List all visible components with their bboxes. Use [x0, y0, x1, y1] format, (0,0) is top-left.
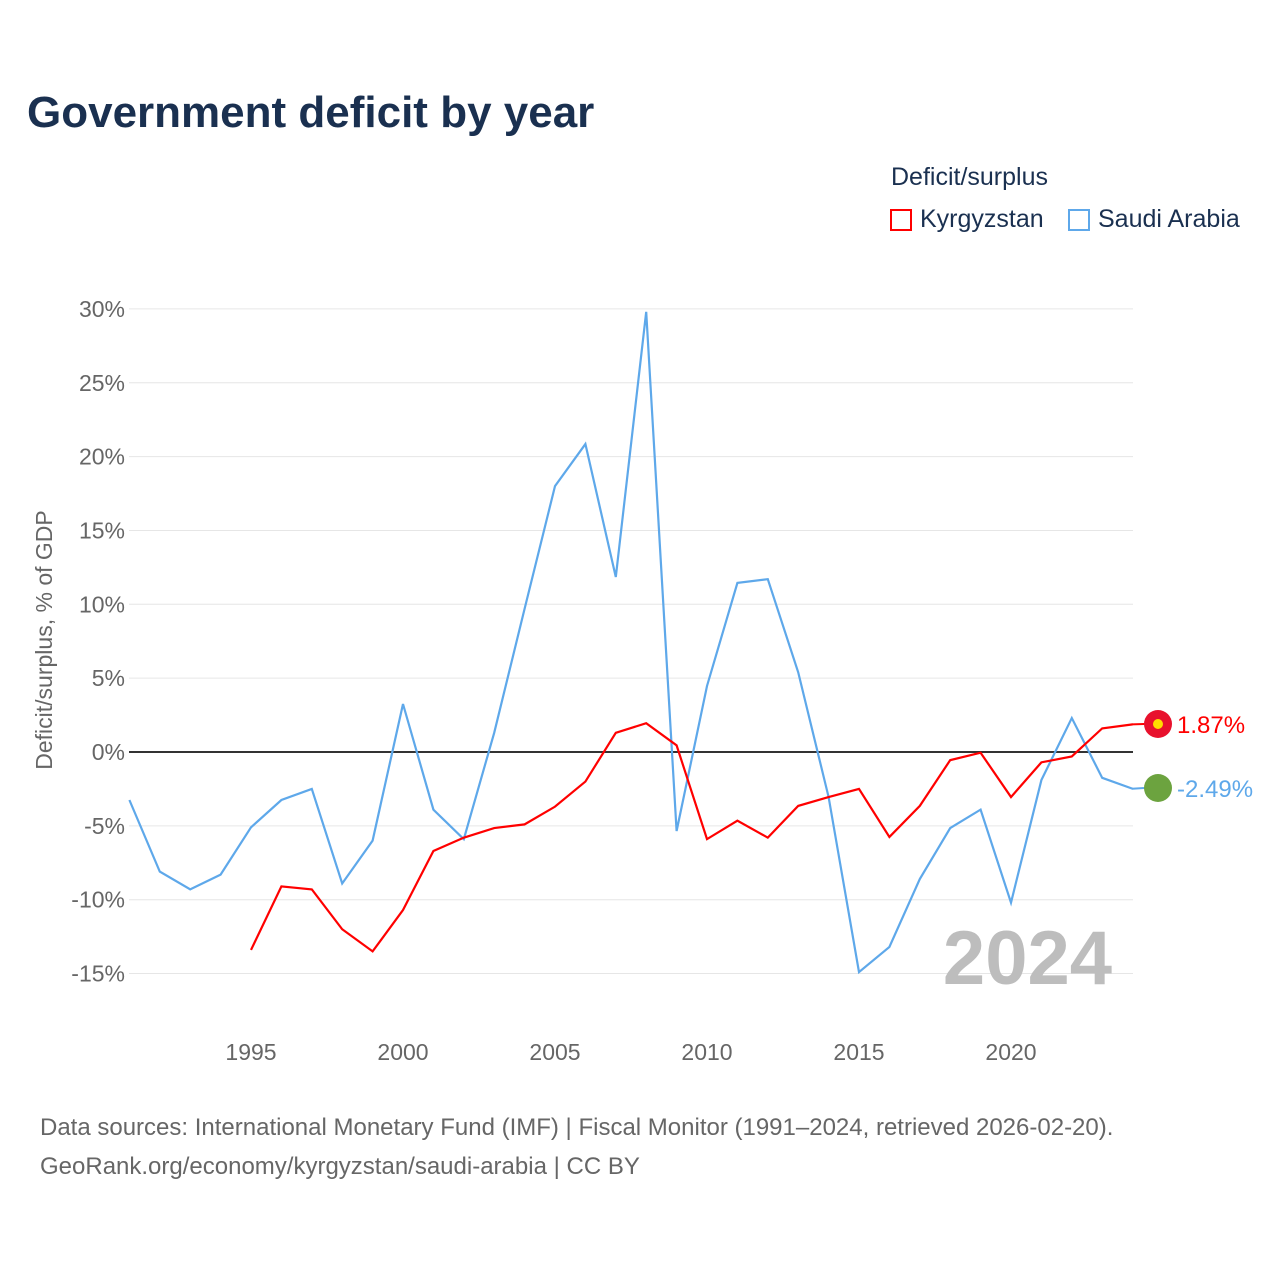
y-axis-label: Deficit/surplus, % of GDP — [31, 510, 57, 769]
year-watermark: 2024 — [943, 916, 1112, 1001]
legend-label: Saudi Arabia — [1098, 205, 1240, 233]
legend-label: Kyrgyzstan — [920, 205, 1044, 233]
y-tick-label: -15% — [71, 961, 125, 987]
series-line-saudi-arabia — [128, 311, 1133, 975]
y-tick-label: 0% — [92, 739, 125, 765]
legend-swatch — [890, 208, 912, 231]
source-note: Data sources: International Monetary Fun… — [40, 1108, 1113, 1186]
series-line-kyrgyzstan — [250, 721, 1133, 953]
y-tick-label: 10% — [79, 591, 125, 617]
x-tick-label: 2000 — [377, 1039, 428, 1065]
end-connector — [1131, 787, 1146, 790]
x-tick-label: 2020 — [985, 1039, 1036, 1065]
source-url[interactable]: GeoRank.org/economy/kyrgyzstan/saudi-ara… — [40, 1153, 640, 1180]
end-value-label: -2.49% — [1177, 776, 1253, 803]
legend-swatch — [1068, 208, 1090, 231]
x-tick-label: 2015 — [833, 1039, 884, 1065]
y-tick-label: 15% — [79, 517, 125, 543]
legend-title: Deficit/surplus — [891, 163, 1048, 191]
flag-sun — [1153, 719, 1163, 729]
y-tick-label: -5% — [84, 813, 125, 839]
y-tick-label: 30% — [79, 296, 125, 322]
y-tick-label: -10% — [71, 887, 125, 913]
end-value-label: 1.87% — [1177, 712, 1245, 739]
y-tick-label: 5% — [92, 665, 125, 691]
x-tick-label: 1995 — [225, 1039, 276, 1065]
legend-item-kyrgyzstan[interactable]: Kyrgyzstan — [890, 205, 1044, 234]
legend-item-saudi-arabia[interactable]: Saudi Arabia — [1068, 205, 1240, 234]
x-tick-label: 2010 — [681, 1039, 732, 1065]
y-tick-label: 25% — [79, 370, 125, 396]
x-tick-label: 2005 — [529, 1039, 580, 1065]
source-line: Data sources: International Monetary Fun… — [40, 1114, 1114, 1141]
saudi-arabia-flag-icon — [1144, 774, 1172, 802]
page-title: Government deficit by year — [27, 88, 595, 137]
y-tick-label: 20% — [79, 444, 125, 470]
